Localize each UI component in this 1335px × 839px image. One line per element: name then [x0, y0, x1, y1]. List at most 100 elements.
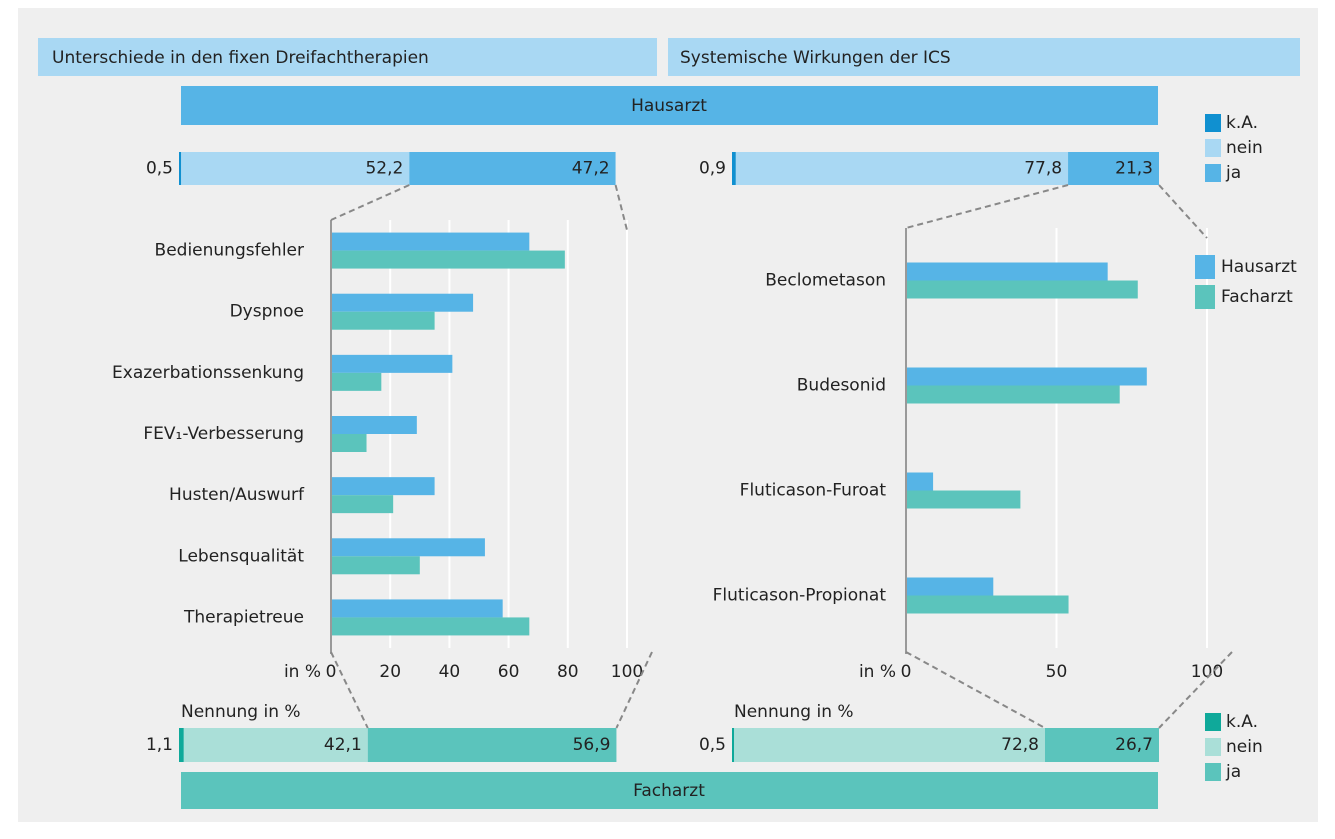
group-label: Facharzt: [633, 781, 705, 801]
value-label: 42,1: [324, 735, 362, 755]
x-tick-label: 50: [1046, 662, 1068, 682]
y-tick-label: Fluticason-Propionat: [713, 586, 887, 606]
bar: [906, 472, 934, 491]
stacked-segment: [367, 728, 617, 762]
bar: [331, 617, 530, 636]
legend-swatch: [1205, 139, 1221, 157]
y-tick-label: Exazerbationssenkung: [112, 363, 304, 383]
connector: [330, 184, 410, 221]
bar: [331, 293, 474, 312]
title-bar: [668, 38, 1300, 76]
stacked-segment: [409, 152, 616, 185]
legend-swatch: [1205, 738, 1221, 756]
stacked-segment: [179, 152, 182, 185]
bar: [906, 280, 1138, 299]
value-label: 0,9: [699, 159, 726, 179]
value-label: 0,5: [699, 735, 726, 755]
x-tick-label: 100: [611, 662, 643, 682]
legend-label: ja: [1225, 163, 1241, 183]
legend-label: Facharzt: [1221, 287, 1293, 307]
stacked-segment: [1044, 728, 1159, 762]
stacked-segment: [181, 152, 410, 185]
value-label: 56,9: [573, 735, 611, 755]
y-tick-label: Beclometason: [765, 271, 886, 291]
panel: [18, 8, 1318, 822]
group-banner: [181, 86, 1158, 125]
value-label: 0,5: [146, 159, 173, 179]
legend-swatch: [1205, 763, 1221, 781]
stacked-segment: [179, 728, 184, 762]
value-label: 47,2: [572, 159, 610, 179]
y-tick-label: Husten/Auswurf: [169, 485, 305, 505]
x-tick-label: 40: [439, 662, 461, 682]
legend-label: k.A.: [1226, 712, 1258, 732]
value-label: 1,1: [146, 735, 173, 755]
legend-swatch: [1195, 285, 1215, 309]
title-bar: [38, 38, 657, 76]
axis-caption: Nennung in %: [734, 702, 854, 722]
legend-label: ja: [1225, 762, 1241, 782]
x-axis-label: in %: [284, 662, 321, 682]
value-label: 26,7: [1115, 735, 1153, 755]
value-label: 77,8: [1024, 159, 1062, 179]
bar: [331, 372, 382, 391]
bar: [906, 577, 994, 596]
x-tick-label: 100: [1191, 662, 1223, 682]
connector: [614, 184, 628, 231]
x-axis-label: in %: [859, 662, 896, 682]
legend-label: Hausarzt: [1221, 257, 1297, 277]
bar: [906, 385, 1120, 404]
legend-swatch: [1195, 255, 1215, 279]
legend-label: nein: [1226, 138, 1263, 158]
value-label: 72,8: [1001, 735, 1039, 755]
group-label: Hausarzt: [631, 96, 707, 116]
x-tick-label: 0: [901, 662, 912, 682]
y-tick-label: Therapietreue: [183, 607, 304, 627]
bar: [906, 490, 1021, 509]
y-tick-label: Dyspnoe: [230, 302, 304, 322]
connector: [1158, 651, 1233, 729]
bar: [331, 556, 420, 575]
value-label: 52,2: [365, 159, 403, 179]
y-tick-label: FEV₁-Verbesserung: [143, 424, 304, 444]
x-tick-label: 80: [557, 662, 579, 682]
legend-label: nein: [1226, 737, 1263, 757]
connector: [905, 651, 1046, 729]
connector: [905, 184, 1069, 229]
legend-label: k.A.: [1226, 113, 1258, 133]
legend-swatch: [1205, 164, 1221, 182]
chart-title: Systemische Wirkungen der ICS: [680, 48, 951, 68]
connector: [615, 651, 653, 729]
bar: [331, 354, 453, 373]
axis-caption: Nennung in %: [181, 702, 301, 722]
bar: [331, 599, 503, 618]
x-tick-label: 0: [326, 662, 337, 682]
x-tick-label: 20: [379, 662, 401, 682]
stacked-segment: [735, 152, 1069, 185]
connector: [1158, 184, 1208, 239]
bar: [331, 250, 565, 269]
y-tick-label: Lebensqualität: [178, 546, 304, 566]
connector: [330, 651, 369, 729]
legend-swatch: [1205, 114, 1221, 132]
bar: [331, 232, 530, 251]
stacked-segment: [183, 728, 368, 762]
value-label: 21,3: [1115, 159, 1153, 179]
group-banner: [181, 772, 1158, 809]
x-tick-label: 60: [498, 662, 520, 682]
bar: [331, 477, 435, 496]
legend-swatch: [1205, 713, 1221, 731]
bar: [331, 538, 485, 557]
stacked-segment: [732, 152, 736, 185]
bar: [906, 262, 1108, 281]
bar: [331, 434, 367, 452]
bar: [331, 311, 435, 330]
stacked-segment: [734, 728, 1045, 762]
bar: [331, 416, 417, 434]
chart-title: Unterschiede in den fixen Dreifachtherap…: [52, 48, 429, 68]
bar: [906, 367, 1147, 386]
y-tick-label: Fluticason-Furoat: [740, 481, 887, 501]
bar: [906, 595, 1069, 614]
stacked-segment: [732, 728, 735, 762]
